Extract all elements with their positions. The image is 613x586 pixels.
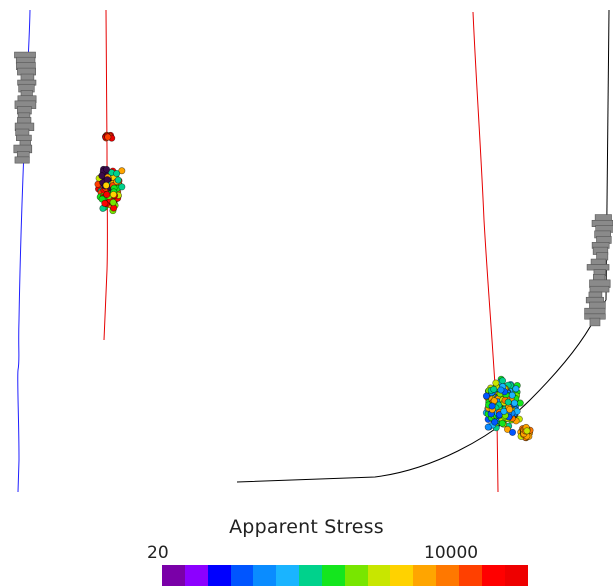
- event-cluster-lower-right: [482, 375, 534, 442]
- geophone-block: [588, 291, 603, 298]
- color-swatch-11: [413, 565, 437, 586]
- color-swatch-1: [184, 565, 208, 586]
- event-point: [509, 428, 517, 436]
- event-point: [103, 176, 111, 184]
- event-point: [506, 405, 514, 413]
- event-point: [499, 377, 507, 385]
- event-point: [497, 386, 505, 394]
- legend-max-label: 10000: [424, 543, 479, 563]
- color-swatch-0: [162, 565, 185, 586]
- event-point: [488, 402, 496, 410]
- color-swatch-10: [390, 565, 414, 586]
- event-point: [512, 385, 520, 393]
- event-point: [118, 183, 126, 191]
- event-point: [103, 165, 111, 173]
- color-swatch-2: [207, 565, 231, 586]
- event-point: [504, 398, 512, 406]
- geophone-block: [15, 128, 30, 137]
- color-swatch-6: [299, 565, 322, 586]
- event-point: [490, 385, 498, 393]
- event-point: [102, 181, 110, 189]
- geophone-block: [590, 258, 607, 265]
- color-swatch-5: [276, 565, 300, 586]
- wellbore-red-left: [103, 9, 108, 341]
- event-point: [104, 133, 112, 141]
- wellbore-black: [236, 299, 607, 483]
- geophone-block: [20, 73, 35, 81]
- color-swatch-14: [481, 565, 505, 586]
- event-point: [500, 407, 508, 415]
- color-swatch-12: [436, 565, 459, 586]
- event-point: [114, 176, 122, 184]
- color-swatch-15: [504, 565, 528, 586]
- event-point: [498, 419, 506, 427]
- color-swatch-8: [344, 565, 368, 586]
- legend-title: Apparent Stress: [229, 516, 384, 538]
- wellbore-red-right: [472, 11, 499, 493]
- event-point: [98, 172, 106, 180]
- color-swatch-9: [367, 565, 391, 586]
- geophone-block: [14, 156, 30, 164]
- event-point: [511, 399, 519, 407]
- geophone-block: [16, 134, 32, 141]
- event-point: [113, 170, 121, 178]
- geophone-block: [589, 317, 601, 327]
- event-point: [110, 191, 118, 199]
- color-swatch-7: [321, 565, 345, 586]
- color-scale-bar: [162, 565, 528, 586]
- geophone-block: [586, 264, 610, 271]
- color-swatch-3: [230, 565, 254, 586]
- event-point: [482, 392, 490, 400]
- event-cluster-upper-left: [94, 131, 126, 215]
- geophone-array-left: [13, 51, 37, 164]
- color-swatch-4: [253, 565, 277, 586]
- geophone-block: [589, 285, 610, 293]
- event-point: [103, 191, 111, 199]
- event-point: [484, 423, 492, 431]
- color-swatch-13: [458, 565, 482, 586]
- event-point: [109, 198, 117, 206]
- event-point: [491, 418, 499, 426]
- event-point: [523, 427, 531, 435]
- event-point: [492, 379, 500, 387]
- event-point: [101, 199, 109, 207]
- event-point: [503, 425, 511, 433]
- geophone-array-right: [584, 214, 613, 327]
- geophone-block: [584, 307, 606, 315]
- legend-min-label: 20: [147, 543, 169, 563]
